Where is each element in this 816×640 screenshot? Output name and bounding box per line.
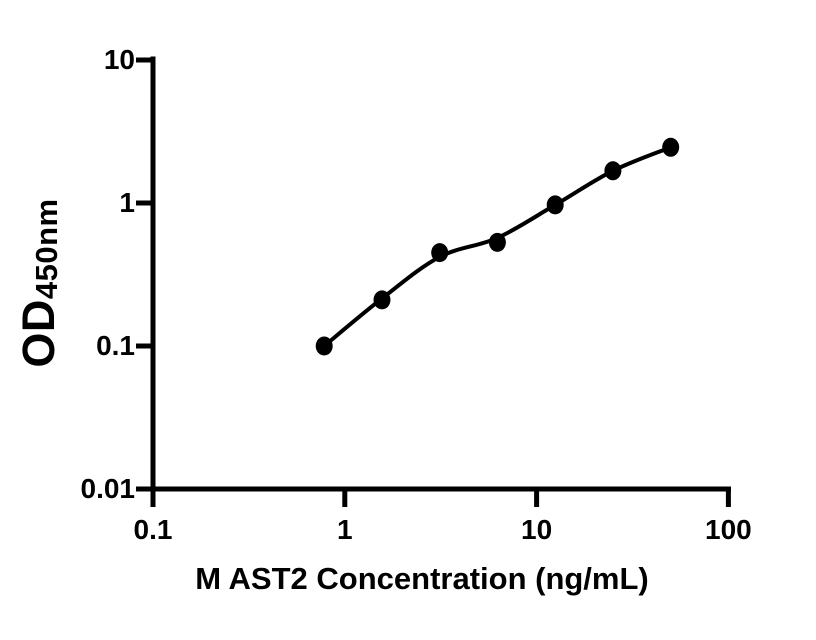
data-point-marker (488, 232, 506, 252)
data-point-marker (604, 161, 622, 181)
y-axis-title-base: OD (13, 299, 64, 368)
data-point-marker (315, 336, 333, 356)
y-axis-title-subscript: 450nm (29, 198, 64, 300)
y-tick-label: 10 (103, 44, 135, 75)
data-point-marker (373, 290, 391, 310)
data-point-marker (662, 137, 680, 157)
x-tick-label: 1 (337, 514, 353, 545)
data-point-markers (315, 137, 680, 356)
x-tick-label: 100 (705, 514, 752, 545)
x-tick-label: 10 (521, 514, 553, 545)
data-point-marker (546, 195, 564, 215)
y-axis-title: OD 450nm (13, 181, 87, 385)
tick-marks (136, 57, 731, 507)
x-axis-title: M AST2 Concentration (ng/mL) (195, 561, 649, 596)
x-tick-label: 0.1 (133, 514, 173, 545)
y-tick-label: 0.1 (96, 330, 135, 361)
y-tick-label: 0.01 (80, 473, 136, 504)
data-point-marker (431, 243, 449, 263)
y-tick-label: 1 (119, 187, 135, 218)
